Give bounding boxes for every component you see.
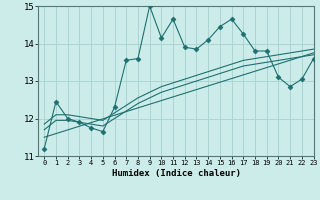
- X-axis label: Humidex (Indice chaleur): Humidex (Indice chaleur): [111, 169, 241, 178]
